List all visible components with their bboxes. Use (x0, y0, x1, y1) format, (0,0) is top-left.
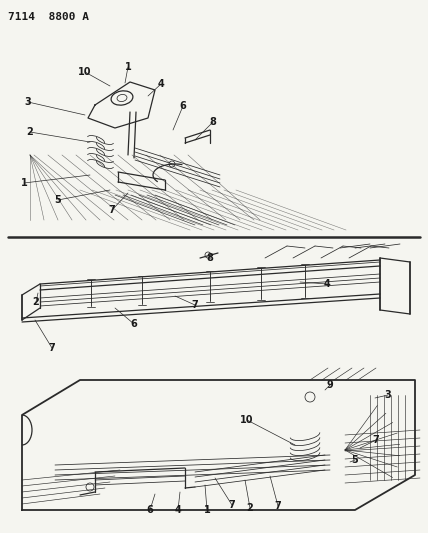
Text: 7: 7 (109, 205, 116, 215)
Text: 7: 7 (229, 500, 235, 510)
Text: 8: 8 (210, 117, 217, 127)
Text: 9: 9 (327, 380, 333, 390)
Text: 4: 4 (324, 279, 330, 289)
Text: 1: 1 (204, 505, 211, 515)
Text: 5: 5 (55, 195, 61, 205)
Text: 2: 2 (27, 127, 33, 137)
Text: 2: 2 (33, 297, 39, 307)
Text: 10: 10 (240, 415, 254, 425)
Text: 4: 4 (158, 79, 164, 89)
Text: 8: 8 (207, 253, 214, 263)
Text: 6: 6 (131, 319, 137, 329)
Text: 1: 1 (125, 62, 131, 72)
Text: 2: 2 (247, 503, 253, 513)
Text: 10: 10 (78, 67, 92, 77)
Text: 5: 5 (352, 455, 358, 465)
Text: 7114  8800 A: 7114 8800 A (8, 12, 89, 22)
Text: 6: 6 (180, 101, 186, 111)
Text: 4: 4 (175, 505, 181, 515)
Text: 7: 7 (49, 343, 55, 353)
Text: 3: 3 (25, 97, 31, 107)
Text: 7: 7 (275, 501, 281, 511)
Text: 1: 1 (21, 178, 27, 188)
Text: 7: 7 (373, 435, 379, 445)
Text: 6: 6 (147, 505, 153, 515)
Text: 3: 3 (385, 390, 391, 400)
Text: 7: 7 (192, 300, 198, 310)
